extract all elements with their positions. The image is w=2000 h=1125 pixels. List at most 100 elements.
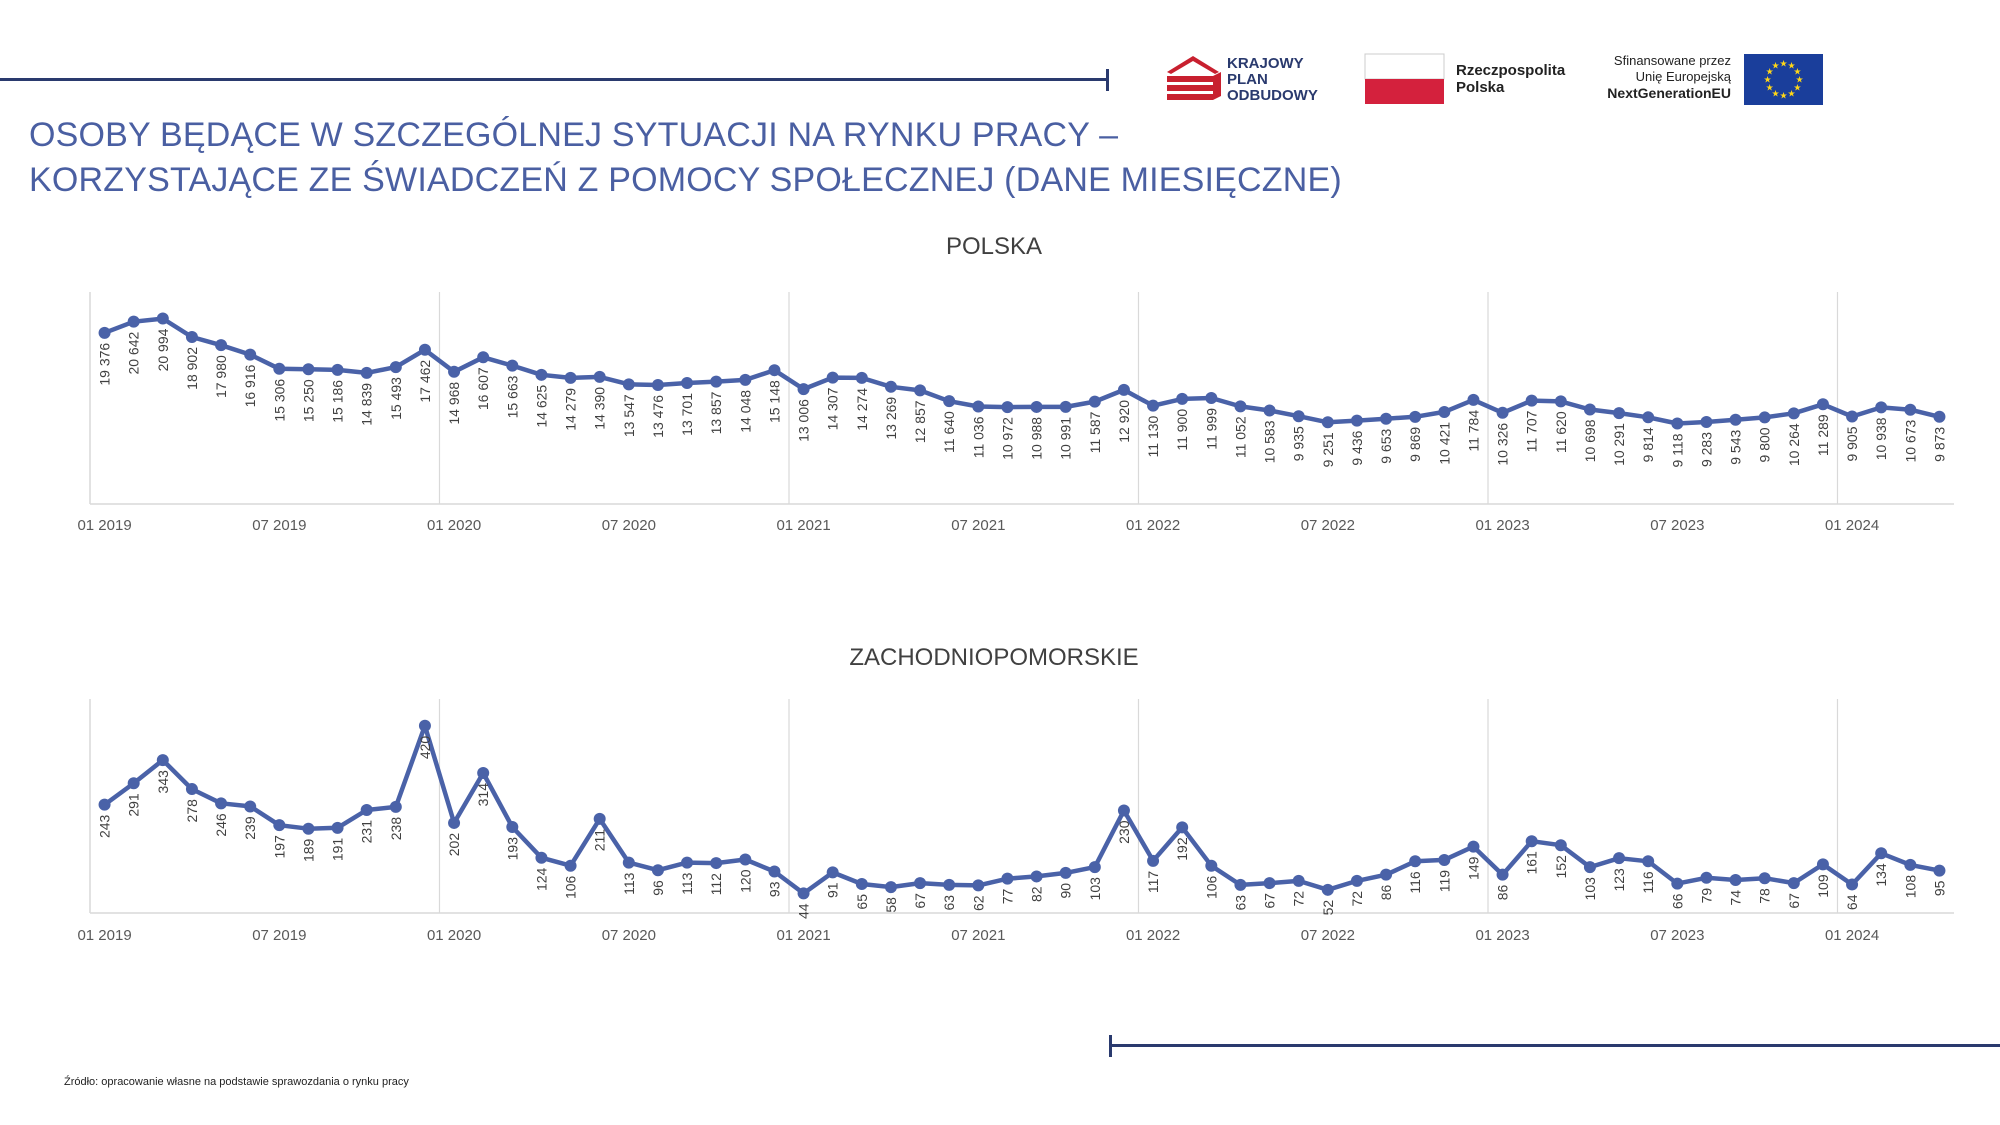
data-label: 11 900 <box>1174 409 1190 451</box>
eu-stars: ★ ★★★★★★★★★★★ <box>1763 59 1803 101</box>
data-label: 106 <box>1203 875 1219 899</box>
data-point <box>98 798 111 811</box>
data-point <box>564 859 577 872</box>
data-point <box>360 804 373 817</box>
data-point <box>98 326 111 339</box>
data-point <box>1642 855 1655 868</box>
data-point <box>448 365 461 378</box>
data-label: 191 <box>330 838 346 862</box>
x-tick-label: 01 2024 <box>1825 517 1879 534</box>
data-label: 77 <box>999 888 1015 904</box>
data-point <box>1554 395 1567 408</box>
data-point <box>302 822 315 835</box>
data-point <box>1496 868 1509 881</box>
data-label: 15 250 <box>300 379 316 422</box>
data-point <box>1147 399 1160 412</box>
kpo-logo: KRAJOWY PLAN ODBUDOWY <box>1165 52 1340 107</box>
data-point <box>1147 854 1160 867</box>
eu-star-icon: ★ <box>1771 61 1779 71</box>
x-tick-label: 01 2023 <box>1475 927 1529 944</box>
data-label: 124 <box>533 867 549 891</box>
data-point <box>739 373 752 386</box>
data-label: 13 547 <box>621 394 637 437</box>
data-point <box>1088 861 1101 874</box>
data-label: 291 <box>126 793 142 817</box>
data-label: 72 <box>1291 891 1307 907</box>
kpo-text-1: KRAJOWY <box>1227 55 1304 72</box>
data-label: 10 988 <box>1029 417 1045 460</box>
data-point <box>127 777 140 790</box>
data-point <box>1380 868 1393 881</box>
data-label: 11 640 <box>941 411 957 453</box>
data-label: 10 326 <box>1495 423 1511 466</box>
data-point <box>1001 401 1014 414</box>
series-line <box>103 723 1940 896</box>
data-point <box>1263 877 1276 890</box>
data-point <box>1292 410 1305 423</box>
data-label: 246 <box>213 813 229 837</box>
data-label: 10 938 <box>1873 417 1889 460</box>
data-point <box>1263 404 1276 417</box>
data-label: 10 972 <box>999 417 1015 460</box>
data-label: 63 <box>1232 895 1248 911</box>
data-label: 17 462 <box>417 360 433 403</box>
data-label: 10 291 <box>1611 423 1627 466</box>
data-point <box>1234 400 1247 413</box>
data-point <box>1671 877 1684 890</box>
data-label: 9 869 <box>1407 427 1423 462</box>
eu-star-icon: ★ <box>1763 75 1771 85</box>
eu-star-icon: ★ <box>1779 59 1787 69</box>
data-point <box>1846 878 1859 891</box>
data-point <box>1117 383 1130 396</box>
data-point <box>215 797 228 810</box>
data-label: 66 <box>1669 893 1685 909</box>
eu-star-icon: ★ <box>1793 83 1801 93</box>
data-label: 14 839 <box>359 383 375 426</box>
data-point <box>826 866 839 879</box>
data-label: 11 130 <box>1145 415 1161 457</box>
data-label: 119 <box>1436 870 1452 893</box>
chart-polska-plot: 01 2019 07 2019 01 2020 07 2020 01 2021 07 20… <box>77 292 1954 534</box>
data-label: 9 814 <box>1640 427 1656 462</box>
data-point <box>1613 852 1626 865</box>
page-title-line-2: KORZYSTAJĄCE ZE ŚWIADCZEŃ Z POMOCY SPOŁE… <box>29 161 1342 199</box>
data-point <box>1758 872 1771 885</box>
data-label: 11 587 <box>1087 411 1103 453</box>
data-point <box>273 362 286 375</box>
data-point <box>1700 416 1713 429</box>
data-label: 9 873 <box>1931 427 1947 462</box>
x-tick-label: 07 2019 <box>252 927 306 944</box>
chart-zachodniopomorskie-plot: 01 2019 07 2019 01 2020 07 2020 01 2021 07 20… <box>77 699 1954 944</box>
data-point <box>884 380 897 393</box>
data-point <box>215 339 228 352</box>
data-label: 13 006 <box>796 399 812 442</box>
x-tick-label: 07 2022 <box>1301 927 1355 944</box>
data-label: 10 673 <box>1902 419 1918 462</box>
data-label: 192 <box>1174 837 1190 861</box>
data-point <box>1321 883 1334 896</box>
data-point <box>1350 414 1363 427</box>
data-label: 13 857 <box>708 391 724 434</box>
rp-text-2: Polska <box>1456 79 1505 96</box>
data-label: 15 186 <box>330 380 346 423</box>
x-tick-label: 01 2020 <box>427 517 481 534</box>
x-tick-label: 01 2022 <box>1126 927 1180 944</box>
rp-text-1: Rzeczpospolita <box>1456 62 1566 79</box>
data-label: 95 <box>1931 880 1947 896</box>
eu-logo: Sfinansowane przez Unię Europejską NextG… <box>1590 53 1825 107</box>
data-point <box>855 878 868 891</box>
x-tick-label: 01 2021 <box>776 517 830 534</box>
data-point <box>1176 392 1189 405</box>
data-label: 103 <box>1087 877 1103 901</box>
data-label: 231 <box>359 820 375 844</box>
data-point <box>1380 412 1393 425</box>
data-label: 9 436 <box>1349 430 1365 465</box>
data-point <box>972 879 985 892</box>
data-point <box>156 312 169 325</box>
data-label: 202 <box>446 833 462 857</box>
data-label: 9 800 <box>1757 427 1773 462</box>
data-label: 211 <box>592 829 608 852</box>
data-point <box>797 887 810 900</box>
data-label: 197 <box>271 835 287 859</box>
data-label: 11 052 <box>1232 416 1248 458</box>
